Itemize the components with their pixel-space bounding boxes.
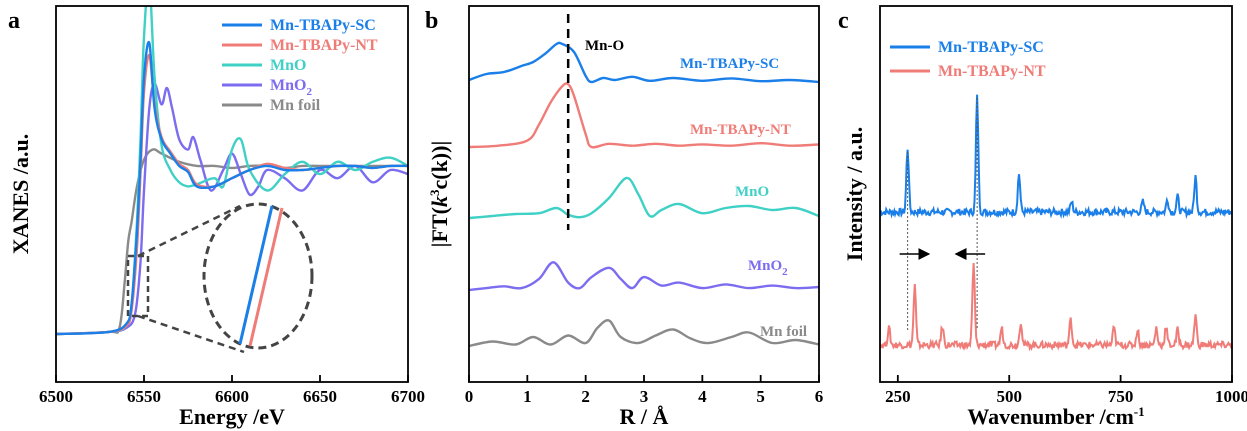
x-tick-label-b: 3 xyxy=(640,387,649,406)
x-tick-label-b: 2 xyxy=(581,387,590,406)
series-line-b-4 xyxy=(469,319,819,348)
x-axis-title-a: Energy /eV xyxy=(179,404,285,429)
zoom-line-sc xyxy=(238,205,274,345)
panel-a: a XANES /a.u. Energy /eV 6500 6550 6600 665… xyxy=(8,5,425,429)
x-tick-label-a: 6700 xyxy=(391,387,425,406)
x-tick-label-b: 0 xyxy=(465,387,474,406)
series-label-b: MnO2 xyxy=(748,258,788,278)
x-tick-label-a: 6600 xyxy=(215,387,249,406)
x-tick-label-c: 750 xyxy=(1108,387,1134,406)
mn-o-annotation: Mn-O xyxy=(585,38,624,54)
plot-frame-c xyxy=(879,5,1233,383)
series-line-c-0 xyxy=(880,94,1232,220)
zoom-ellipse xyxy=(202,202,314,350)
legend-label-a: MnO2 xyxy=(270,77,312,98)
y-axis-title-b-sup: 3 xyxy=(427,189,442,196)
plot-frame-a xyxy=(55,5,409,383)
series-line-a-3 xyxy=(56,82,408,336)
legend-label-a: Mn foil xyxy=(270,97,321,114)
series-line-b-2 xyxy=(469,176,819,220)
zoom-line-nt xyxy=(248,207,284,347)
series-line-b-1 xyxy=(469,82,819,149)
series-label-b: Mn foil xyxy=(760,324,807,340)
x-tick-label-b: 6 xyxy=(815,387,824,406)
x-tick-label-b: 1 xyxy=(523,387,532,406)
x-tick-label-c: 250 xyxy=(885,387,911,406)
legend-label-c: Mn-TBAPy-SC xyxy=(938,39,1044,56)
legend-label-a: Mn-TBAPy-NT xyxy=(270,37,378,54)
zoom-connector-top xyxy=(137,204,241,258)
x-tick-label-a: 6650 xyxy=(303,387,337,406)
x-tick-label-b: 5 xyxy=(756,387,765,406)
plot-frame-b xyxy=(468,5,820,383)
zoom-connector-bottom xyxy=(137,314,245,354)
series-line-b-0 xyxy=(469,41,819,84)
x-tick-label-c: 1000 xyxy=(1215,387,1247,406)
series-label-b: Mn-TBAPy-SC xyxy=(680,56,779,72)
x-tick-label-c: 500 xyxy=(996,387,1022,406)
x-axis-title-b: R / Å xyxy=(620,404,669,429)
zoom-inset-a xyxy=(126,202,314,354)
x-tick-label-b: 4 xyxy=(698,387,707,406)
series-line-b-3 xyxy=(469,261,819,292)
panel-letter-b: b xyxy=(425,8,438,34)
x-tick-label-a: 6500 xyxy=(39,387,73,406)
x-axis-title-c-base: Wavenumber /cm xyxy=(967,404,1133,429)
y-axis-title-b-prefix: |FT( xyxy=(427,207,452,247)
y-axis-title-c: Intensity / a.u. xyxy=(842,127,867,261)
panel-c: c Intensity / a.u. Wavenumber /cm-1 250 5… xyxy=(838,5,1247,429)
y-axis-title-b-k: k xyxy=(427,196,452,207)
panel-letter-c: c xyxy=(838,8,849,34)
x-axis-title-c: Wavenumber /cm-1 xyxy=(967,404,1144,429)
series-line-a-1 xyxy=(56,53,408,336)
x-tick-label-a: 6550 xyxy=(127,387,161,406)
x-axis-title-c-sup: -1 xyxy=(1134,404,1145,419)
series-line-a-0 xyxy=(56,40,408,336)
y-axis-title-a: XANES /a.u. xyxy=(8,134,33,254)
series-line-c-1 xyxy=(880,263,1232,352)
panel-letter-a: a xyxy=(8,8,20,34)
series-label-b: MnO xyxy=(735,184,769,200)
y-axis-title-b: |FT(k3c(k))| xyxy=(427,141,452,248)
series-label-b: Mn-TBAPy-NT xyxy=(690,122,791,138)
legend-label-a: MnO xyxy=(270,57,306,74)
legend-label-c: Mn-TBAPy-NT xyxy=(938,63,1046,80)
legend-label-a: Mn-TBAPy-SC xyxy=(270,17,376,34)
legend-c: Mn-TBAPy-SC Mn-TBAPy-NT xyxy=(890,39,1046,80)
y-axis-title-b-suffix: c(k))| xyxy=(427,141,452,190)
